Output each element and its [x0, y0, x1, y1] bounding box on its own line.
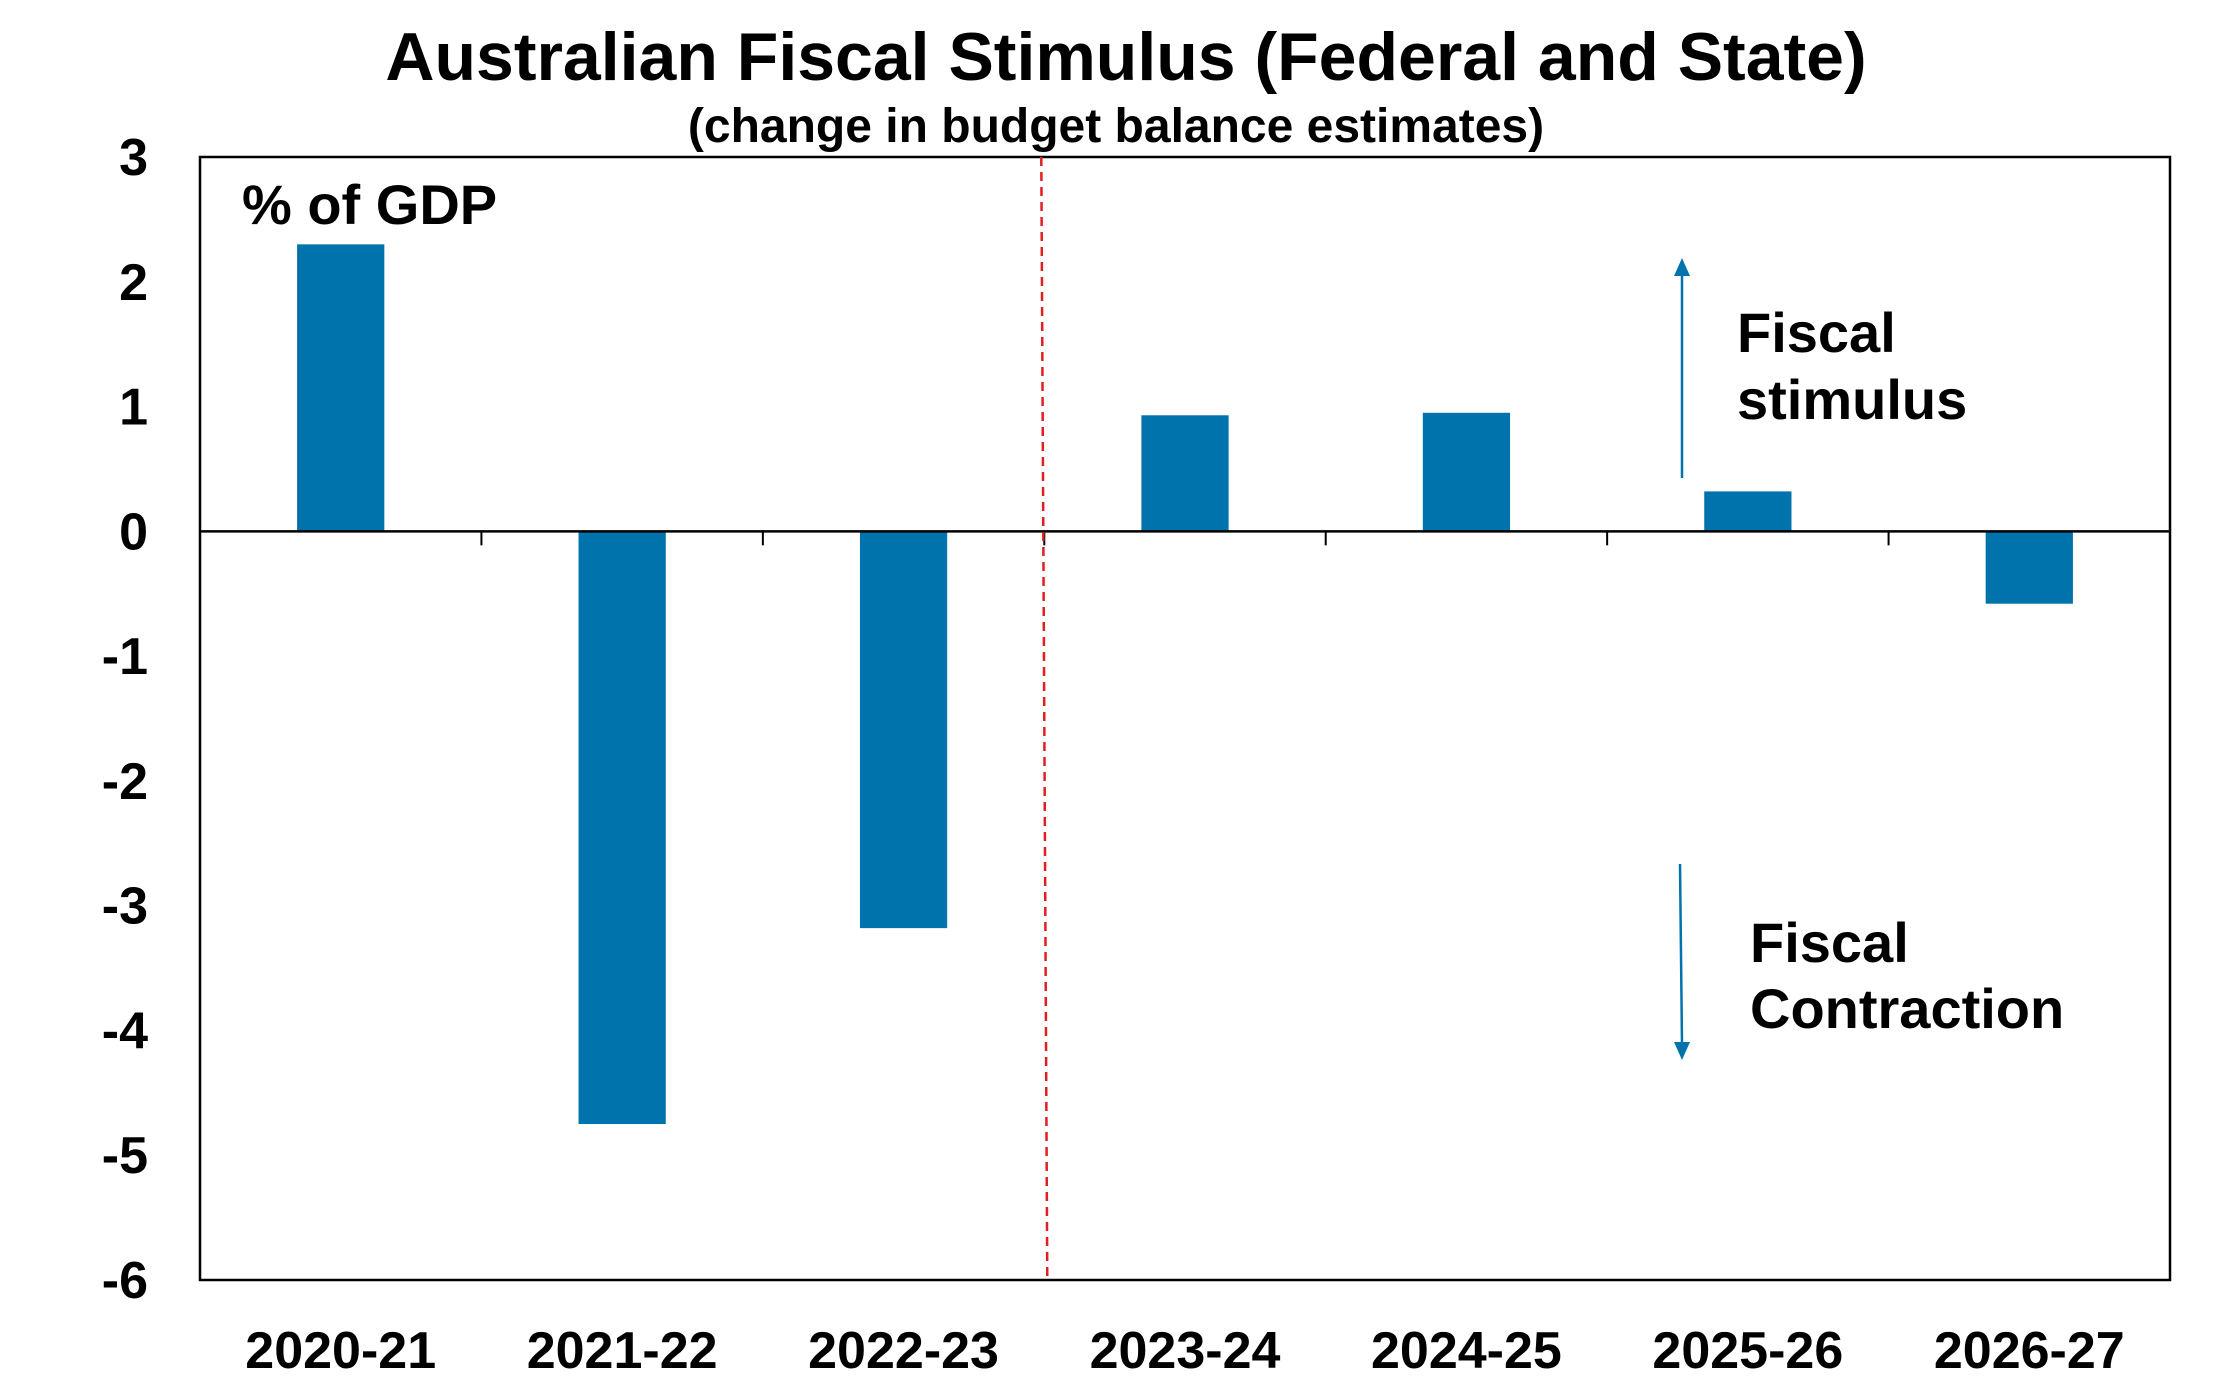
y-tick-label: -1	[102, 628, 148, 686]
bar-2023-24	[1141, 415, 1229, 532]
y-tick-label: 2	[119, 254, 148, 312]
bar-2020-21	[297, 244, 385, 532]
y-tick-label: -6	[102, 1252, 148, 1310]
axes	[200, 530, 2170, 546]
y-tick-label: -3	[102, 878, 148, 936]
forecast-divider-line	[1040, 156, 1049, 1281]
bars	[297, 244, 2073, 1125]
y-tick-label: 1	[119, 379, 148, 437]
stimulus-arrow-head	[1674, 258, 1690, 276]
y-tick-label: -4	[102, 1002, 148, 1060]
y-tick-label: -2	[102, 753, 148, 811]
bar-2021-22	[578, 531, 666, 1125]
x-tick-label: 2026-27	[1934, 1322, 2125, 1380]
y-tick-label: 3	[119, 129, 148, 187]
x-tick-label: 2022-23	[808, 1322, 999, 1380]
y-tick-label: 0	[119, 503, 148, 561]
plot-frame	[198, 155, 2172, 1282]
contraction-arrow	[1674, 863, 1690, 1060]
x-tick-label: 2021-22	[527, 1322, 718, 1380]
y-tick-label: -5	[102, 1127, 148, 1185]
stimulus-label-line1: Fiscal	[1737, 301, 1896, 364]
x-tick-labels: 2020-21 2021-22 2022-23 2023-24 2024-25 2025-…	[245, 1322, 2124, 1380]
x-tick-label: 2024-25	[1371, 1322, 1562, 1380]
unit-label: % of GDP	[242, 173, 497, 236]
contraction-arrow-head	[1674, 1042, 1690, 1060]
contraction-label-line1: Fiscal	[1750, 911, 1909, 974]
x-tick-label: 2020-21	[245, 1322, 436, 1380]
x-tick-label: 2023-24	[1090, 1322, 1281, 1380]
chart-title: Australian Fiscal Stimulus (Federal and …	[385, 19, 1866, 95]
bar-2026-27	[1985, 531, 2073, 604]
y-tick-labels: 3 2 1 0 -1 -2 -3 -4 -5 -6	[102, 129, 148, 1310]
bar-2022-23	[859, 531, 948, 929]
stimulus-label-line2: stimulus	[1737, 368, 1967, 431]
x-tick-label: 2025-26	[1652, 1322, 1843, 1380]
chart-subtitle: (change in budget balance estimates)	[688, 100, 1544, 153]
contraction-label-line2: Contraction	[1750, 977, 2064, 1040]
bar-2024-25	[1422, 412, 1511, 532]
stimulus-arrow	[1674, 258, 1690, 478]
bar-2025-26	[1704, 491, 1792, 532]
contraction-arrow-line	[1678, 863, 1684, 1045]
